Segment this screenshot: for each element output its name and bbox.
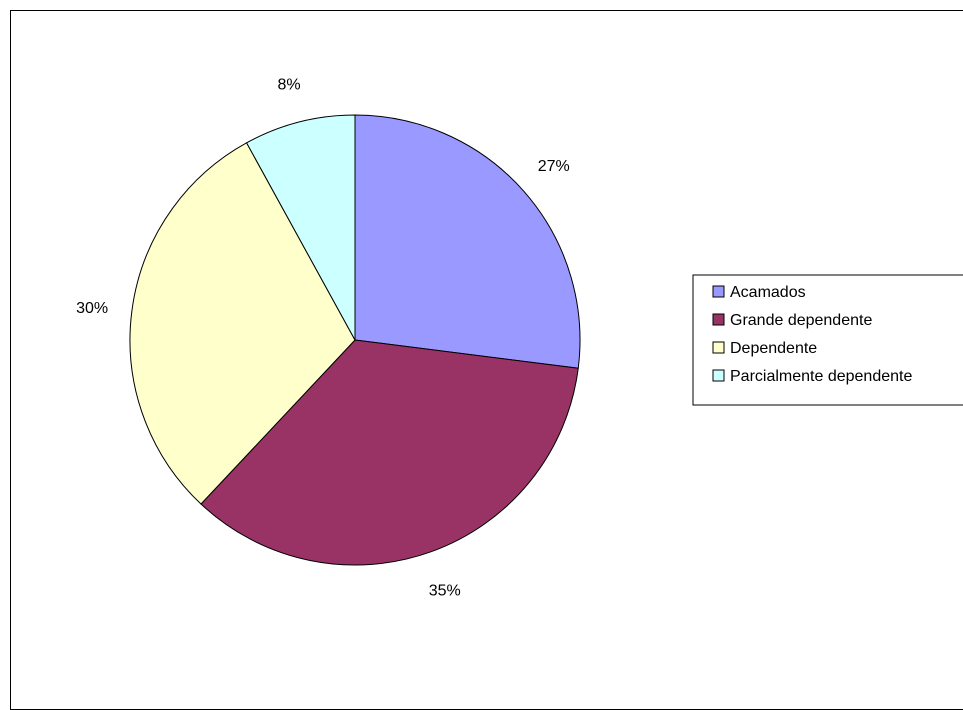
pie-slices (129, 114, 581, 566)
data-label: 30% (76, 300, 108, 317)
data-labels: 27% 35% 30% 8% (76, 76, 570, 599)
legend-label: Parcialmente dependente (730, 368, 912, 385)
legend-swatch (712, 341, 725, 354)
pie-slice-dependente (129, 142, 356, 505)
data-label: 27% (538, 158, 570, 175)
data-label: 35% (429, 582, 461, 599)
legend-label: Grande dependente (730, 312, 872, 329)
legend-swatch (712, 285, 725, 298)
legend-swatch (712, 313, 725, 326)
data-label: 8% (278, 76, 301, 93)
pie-chart: 27% 35% 30% 8% Acamados Grande dependente Dep… (76, 76, 963, 599)
legend-swatch (712, 369, 725, 382)
legend: Acamados Grande dependente Dependente Parci… (692, 274, 963, 406)
legend-box (692, 274, 963, 406)
pie-slice-parcialmente-dependente (245, 114, 356, 341)
pie-slice-acamados (354, 114, 581, 369)
legend-label: Dependente (730, 340, 817, 357)
legend-label: Acamados (730, 284, 806, 301)
pie-slice-grande-dependente (200, 339, 579, 566)
